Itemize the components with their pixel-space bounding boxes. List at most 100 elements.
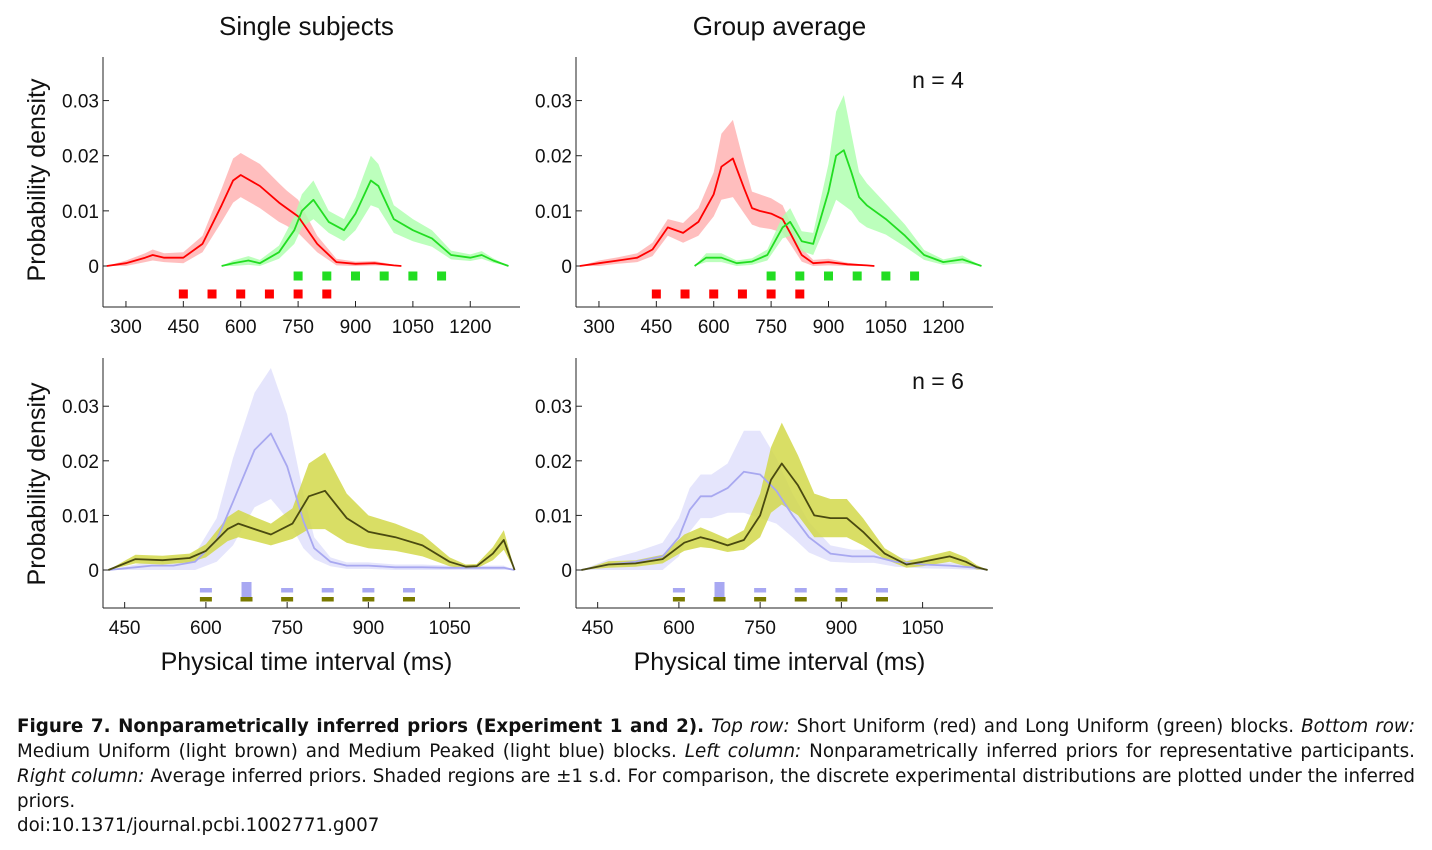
y-tick-label: 0.01 [535,202,572,223]
y-tick-label: 0 [561,257,572,278]
x-tick-label: 300 [110,317,142,338]
y-tick-label: 0.02 [62,147,99,168]
long_uniform-dist-marker [823,271,833,281]
x-tick-label: 900 [826,618,858,639]
short_uniform-dist-marker [207,289,217,299]
short_uniform-line [579,157,875,267]
long_uniform-sd-band [694,95,982,266]
x-tick-label: 600 [190,618,222,639]
short_uniform-dist-marker [322,289,332,299]
medium_uniform-sd-band [108,452,515,570]
y-axis-title: Probability density [23,382,51,585]
x-tick-label: 450 [640,317,672,338]
x-tick-label: 900 [353,618,385,639]
medium_uniform-dist-marker [875,597,888,602]
y-tick-label: 0.03 [535,397,572,418]
y-tick-label: 0.01 [62,202,99,223]
x-tick-label: 450 [582,618,614,639]
sample-size-annotation: n = 4 [912,67,964,93]
long_uniform-dist-marker [322,271,332,281]
short_uniform-dist-marker [651,289,661,299]
x-axis-title: Physical time interval (ms) [634,648,926,676]
long_uniform-dist-marker [293,271,303,281]
medium_peaked-dist-marker [241,582,252,598]
long_uniform-dist-marker [379,271,389,281]
long_uniform-dist-marker [408,271,418,281]
medium_peaked-dist-marker [714,582,725,598]
medium_uniform-dist-marker [240,597,253,602]
x-axis-title: Physical time interval (ms) [161,648,453,676]
x-tick-label: 750 [744,618,776,639]
x-tick-label: 600 [663,618,695,639]
x-tick-label: 1200 [449,317,491,338]
y-tick-label: 0.02 [535,452,572,473]
y-tick-label: 0 [88,257,99,278]
medium_uniform-dist-marker [199,597,212,602]
x-tick-label: 1050 [865,317,907,338]
figure-panels: 0 0.01 0.02 0.03 300 450 600 750 900 1050 1200 Sing… [23,11,993,676]
caption-part-bottom-row: Bottom row: Medium Uniform (light brown)… [17,716,1416,762]
medium_uniform-dist-marker [672,597,685,602]
y-tick-label: 0 [88,561,99,582]
y-tick-label: 0.01 [62,506,99,527]
medium_peaked-dist-marker [362,588,375,593]
long_uniform-line [221,179,509,267]
medium_uniform-sd-band [581,422,988,570]
x-tick-label: 1200 [922,317,964,338]
short_uniform-sd-band [579,119,875,267]
long_uniform-dist-marker [437,271,447,281]
medium_peaked-line [108,432,515,571]
figure-caption: Figure 7. Nonparametrically inferred pri… [17,714,1415,814]
short_uniform-dist-marker [178,289,188,299]
short_uniform-dist-marker [795,289,805,299]
medium_uniform-dist-marker [713,597,726,602]
x-tick-label: 750 [282,317,314,338]
medium_uniform-dist-marker [754,597,767,602]
x-tick-label: 450 [167,317,199,338]
x-tick-label: 1050 [428,618,470,639]
short_uniform-dist-marker [293,289,303,299]
long_uniform-dist-marker [852,271,862,281]
y-tick-label: 0.01 [535,506,572,527]
medium_uniform-dist-marker [321,597,334,602]
x-tick-label: 300 [583,317,615,338]
medium_peaked-dist-marker [835,588,848,593]
medium_uniform-dist-marker [835,597,848,602]
medium_peaked-dist-marker [794,588,807,593]
short_uniform-dist-marker [737,289,747,299]
x-tick-label: 750 [755,317,787,338]
x-tick-label: 450 [109,618,141,639]
long_uniform-dist-marker [766,271,776,281]
medium_peaked-dist-marker [672,588,685,593]
short_uniform-dist-marker [766,289,776,299]
short_uniform-line [106,174,402,267]
y-tick-label: 0.03 [62,397,99,418]
caption-part-top-row: Top row: Short Uniform (red) and Long Un… [711,716,1302,737]
short_uniform-dist-marker [680,289,690,299]
short_uniform-dist-marker [709,289,719,299]
sample-size-annotation: n = 6 [912,368,964,394]
medium_uniform-dist-marker [362,597,375,602]
medium_peaked-dist-marker [402,588,415,593]
y-tick-label: 0.02 [62,452,99,473]
panel-title: Group average [693,11,866,41]
x-tick-label: 900 [813,317,845,338]
medium_uniform-line [581,462,988,571]
medium_peaked-dist-marker [281,588,294,593]
x-tick-label: 900 [340,317,372,338]
long_uniform-line [694,149,982,267]
medium_peaked-sd-band [108,368,515,570]
medium_uniform-dist-marker [402,597,415,602]
medium_peaked-dist-marker [199,588,212,593]
long_uniform-dist-marker [910,271,920,281]
x-tick-label: 600 [698,317,730,338]
short_uniform-dist-marker [264,289,274,299]
caption-doi: doi:10.1371/journal.pcbi.1002771.g007 [17,815,380,836]
long_uniform-dist-marker [881,271,891,281]
short_uniform-sd-band [106,153,402,266]
long_uniform-sd-band [221,155,509,266]
x-tick-label: 1050 [901,618,943,639]
caption-label: Figure 7. Nonparametrically inferred pri… [17,716,705,737]
y-tick-label: 0.03 [535,92,572,113]
medium_peaked-dist-marker [754,588,767,593]
